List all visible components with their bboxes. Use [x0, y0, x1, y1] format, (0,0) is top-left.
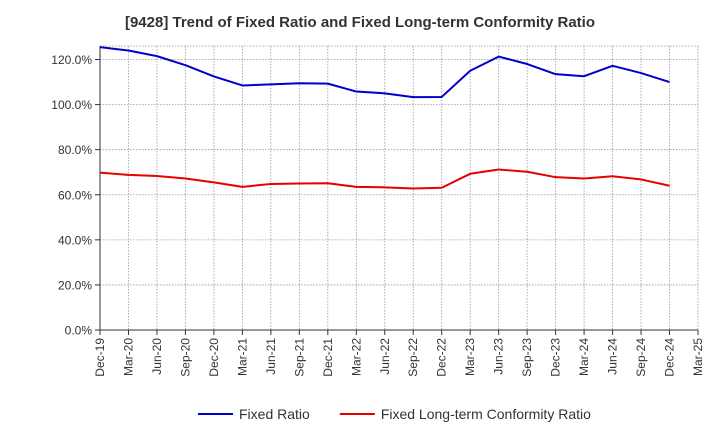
x-tick-label: Dec-21 — [321, 338, 335, 377]
legend-label: Fixed Ratio — [239, 406, 310, 422]
x-tick-label: Dec-20 — [207, 338, 221, 377]
y-tick-labels: 0.0% 20.0% 40.0% 60.0% 80.0% 100.0% 120.0% — [51, 53, 92, 337]
axes — [95, 46, 699, 335]
y-tick-label: 80.0% — [58, 143, 92, 157]
x-tick-label: Jun-21 — [264, 338, 278, 375]
y-tick-label: 120.0% — [51, 53, 92, 67]
x-tick-label: Dec-22 — [435, 338, 449, 377]
x-tick-label: Jun-22 — [378, 338, 392, 375]
x-tick-label: Jun-23 — [492, 338, 506, 375]
x-tick-label: Mar-20 — [121, 338, 135, 376]
series-line — [99, 168, 670, 190]
x-tick-label: Dec-19 — [93, 338, 107, 377]
x-tick-label: Dec-24 — [663, 338, 677, 377]
x-tick-label: Sep-22 — [406, 338, 420, 377]
x-tick-label: Mar-22 — [349, 338, 363, 376]
legend-item: Fixed Ratio — [198, 406, 310, 422]
x-tick-label: Mar-21 — [235, 338, 249, 376]
legend: Fixed Ratio Fixed Long-term Conformity Ra… — [198, 406, 591, 422]
y-tick-label: 100.0% — [51, 98, 92, 112]
x-tick-label: Sep-20 — [178, 338, 192, 377]
y-tick-label: 40.0% — [58, 233, 92, 247]
legend-label: Fixed Long-term Conformity Ratio — [381, 406, 591, 422]
legend-item: Fixed Long-term Conformity Ratio — [339, 406, 591, 422]
y-tick-label: 0.0% — [65, 324, 93, 338]
x-tick-label: Mar-25 — [691, 338, 705, 376]
x-tick-label: Sep-21 — [292, 338, 306, 377]
x-tick-label: Sep-24 — [634, 338, 648, 377]
x-tick-label: Jun-20 — [150, 338, 164, 375]
y-tick-label: 20.0% — [58, 278, 92, 292]
x-tick-labels: Dec-19 Mar-20 Jun-20 Sep-20 Dec-20 Mar-21 Jun-… — [93, 338, 705, 377]
x-tick-label: Sep-23 — [520, 338, 534, 377]
x-tick-label: Jun-24 — [606, 338, 620, 375]
x-tick-label: Mar-23 — [463, 338, 477, 376]
series-line — [99, 46, 670, 99]
series-lines — [99, 46, 670, 190]
y-tick-label: 60.0% — [58, 188, 92, 202]
chart-title: [9428] Trend of Fixed Ratio and Fixed Lo… — [124, 14, 596, 31]
x-tick-label: Mar-24 — [577, 338, 591, 376]
x-tick-label: Dec-23 — [549, 338, 563, 377]
